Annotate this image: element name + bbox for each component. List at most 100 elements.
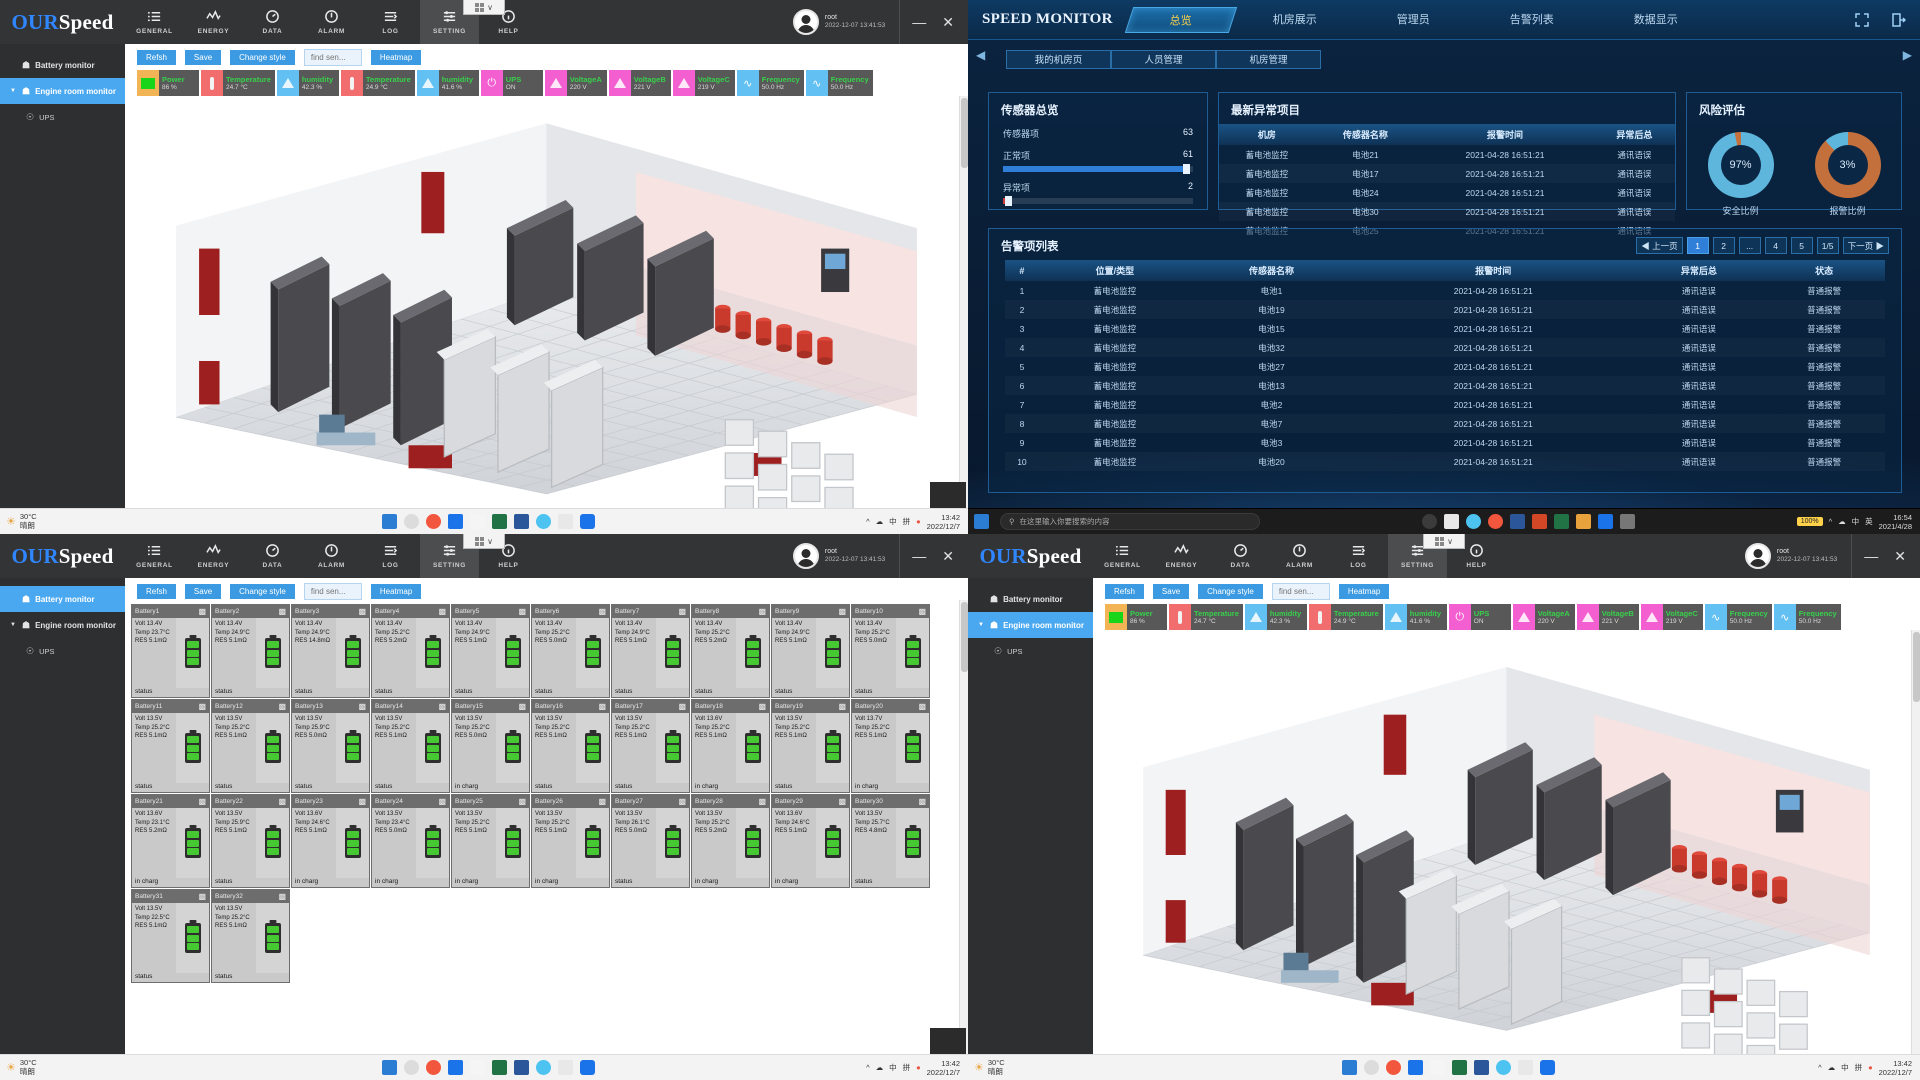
heatmap-button[interactable]: Heatmap bbox=[370, 584, 422, 599]
find-sensor-input[interactable] bbox=[303, 583, 362, 600]
monitor-app-icon[interactable] bbox=[579, 1060, 595, 1075]
battery-card[interactable]: Battery11 ▩ Volt 13.5V Temp 25.2°C RES 5… bbox=[131, 699, 210, 793]
table-row[interactable]: 10 蓄电池监控 电池20 2021-04-28 16:51:21 通讯语误 普通报警 bbox=[1005, 452, 1885, 471]
chevron-up-icon[interactable]: ^ bbox=[1828, 517, 1833, 526]
sensor-chip[interactable]: Temperature 24.9 °C bbox=[340, 70, 415, 96]
nav-item-alarm[interactable]: ALARM bbox=[1270, 534, 1329, 578]
battery-card[interactable]: Battery8 ▩ Volt 13.4V Temp 25.2°C RES 5.… bbox=[691, 604, 770, 698]
sensor-chip[interactable]: Power 86 % bbox=[1105, 604, 1167, 630]
carousel-next-arrow[interactable]: ▶ bbox=[1902, 48, 1912, 62]
search-icon[interactable] bbox=[403, 1060, 419, 1075]
sensor-chip[interactable]: Temperature 24.9 °C bbox=[1308, 604, 1383, 630]
minimize-button[interactable]: — bbox=[912, 14, 927, 30]
sogou-icon[interactable]: ● bbox=[916, 517, 921, 526]
refresh-button[interactable]: Refsh bbox=[137, 50, 176, 65]
battery-card[interactable]: Battery12 ▩ Volt 13.5V Temp 25.2°C RES 5… bbox=[211, 699, 290, 793]
view-dropdown[interactable]: ∨ bbox=[1423, 534, 1465, 549]
nav-item-data[interactable]: DATA bbox=[243, 0, 302, 44]
change-style-button[interactable]: Change style bbox=[230, 584, 295, 599]
pager-next[interactable]: 下一页 ▶ bbox=[1842, 237, 1889, 254]
app-icon[interactable] bbox=[1517, 1060, 1533, 1075]
nav-item-alarm[interactable]: ALARM bbox=[302, 534, 361, 578]
table-row[interactable]: 6 蓄电池监控 电池13 2021-04-28 16:51:21 通讯语误 普通报警 bbox=[1005, 376, 1885, 395]
fullscreen-icon[interactable] bbox=[1854, 12, 1870, 28]
find-sensor-input[interactable] bbox=[303, 49, 362, 66]
battery-card[interactable]: Battery3 ▩ Volt 13.4V Temp 24.9°C RES 14… bbox=[291, 604, 370, 698]
cortana-icon[interactable] bbox=[1421, 514, 1437, 529]
chevron-up-icon[interactable]: ^ bbox=[866, 517, 870, 526]
excel-icon[interactable] bbox=[491, 1060, 507, 1075]
vertical-scrollbar[interactable] bbox=[1911, 630, 1920, 1080]
sidebar-item-engine-room-monitor[interactable]: ▼ ☗ Engine room monitor bbox=[968, 612, 1093, 638]
dashboard-tab[interactable]: 数据显示 bbox=[1633, 13, 1678, 26]
ime-mode[interactable]: 拼 bbox=[902, 517, 911, 526]
start-icon[interactable] bbox=[1341, 1060, 1357, 1075]
table-row[interactable]: 4 蓄电池监控 电池32 2021-04-28 16:51:21 通讯语误 普通报警 bbox=[1005, 338, 1885, 357]
excel-icon[interactable] bbox=[1553, 514, 1569, 529]
word-icon[interactable] bbox=[513, 514, 529, 529]
nav-item-help[interactable]: HELP bbox=[479, 534, 538, 578]
ime-indicator[interactable]: 中 bbox=[1841, 1063, 1849, 1072]
taskbar-clock[interactable]: 13:42 2022/12/7 bbox=[1878, 1058, 1912, 1077]
dashboard-subtab[interactable]: 人员管理 bbox=[1111, 49, 1216, 69]
find-sensor-input[interactable] bbox=[1271, 583, 1330, 600]
battery-card[interactable]: Battery6 ▩ Volt 13.4V Temp 25.2°C RES 5.… bbox=[531, 604, 610, 698]
sidebar-item-ups[interactable]: ☉ UPS bbox=[968, 638, 1093, 664]
excel-icon[interactable] bbox=[491, 514, 507, 529]
nav-item-log[interactable]: LOG bbox=[361, 0, 420, 44]
save-button[interactable]: Save bbox=[184, 584, 222, 599]
sensor-chip[interactable]: VoltageB 221 V bbox=[1576, 604, 1639, 630]
battery-card[interactable]: Battery26 ▩ Volt 13.5V Temp 25.2°C RES 5… bbox=[531, 794, 610, 888]
battery-card[interactable]: Battery4 ▩ Volt 13.4V Temp 25.2°C RES 5.… bbox=[371, 604, 450, 698]
outlook-icon[interactable] bbox=[447, 514, 463, 529]
ime-mode[interactable]: 拼 bbox=[1854, 1063, 1863, 1072]
sensor-chip[interactable]: ⏻ UPS ON bbox=[480, 70, 543, 96]
close-button[interactable]: ✕ bbox=[942, 548, 954, 564]
nav-item-help[interactable]: HELP bbox=[1447, 534, 1506, 578]
save-button[interactable]: Save bbox=[1152, 584, 1190, 599]
battery-card[interactable]: Battery13 ▩ Volt 13.5V Temp 25.9°C RES 5… bbox=[291, 699, 370, 793]
battery-card[interactable]: Battery23 ▩ Volt 13.6V Temp 24.6°C RES 5… bbox=[291, 794, 370, 888]
word-icon[interactable] bbox=[1473, 1060, 1489, 1075]
change-style-button[interactable]: Change style bbox=[230, 50, 295, 65]
pager-page[interactable]: 4 bbox=[1764, 237, 1787, 254]
close-button[interactable]: ✕ bbox=[942, 14, 954, 30]
battery-card[interactable]: Battery7 ▩ Volt 13.4V Temp 24.9°C RES 5.… bbox=[611, 604, 690, 698]
pager-page[interactable]: 5 bbox=[1790, 237, 1813, 254]
refresh-button[interactable]: Refsh bbox=[1105, 584, 1144, 599]
network-icon[interactable]: ☁ bbox=[1827, 1063, 1836, 1072]
word-icon[interactable] bbox=[513, 1060, 529, 1075]
nav-item-log[interactable]: LOG bbox=[1329, 534, 1388, 578]
sidebar-item-engine-room-monitor[interactable]: ▼ ☗ Engine room monitor bbox=[0, 612, 125, 638]
dashboard-tab[interactable]: 机房展示 bbox=[1272, 13, 1317, 26]
sensor-chip[interactable]: humidity 41.6 % bbox=[1384, 604, 1447, 630]
room-3d-stage[interactable]: ◎ ↻ ◎ ☰ 1 bbox=[1093, 630, 1920, 1080]
battery-card[interactable]: Battery22 ▩ Volt 13.5V Temp 25.9°C RES 5… bbox=[211, 794, 290, 888]
sidebar-item-ups[interactable]: ☉ UPS bbox=[0, 104, 125, 130]
table-row[interactable]: 5 蓄电池监控 电池27 2021-04-28 16:51:21 通讯语误 普通报警 bbox=[1005, 357, 1885, 376]
taskbar-clock[interactable]: 13:42 2022/12/7 bbox=[926, 1058, 960, 1077]
nav-item-energy[interactable]: ENERGY bbox=[184, 0, 243, 44]
battery-card[interactable]: Battery9 ▩ Volt 13.4V Temp 24.9°C RES 5.… bbox=[771, 604, 850, 698]
refresh-button[interactable]: Refsh bbox=[137, 584, 176, 599]
weather-widget[interactable]: ☀ 30°C 晴朗 bbox=[0, 512, 110, 530]
edge-icon[interactable] bbox=[1495, 1060, 1511, 1075]
sensor-chip[interactable]: VoltageA 220 V bbox=[1512, 604, 1575, 630]
battery-card[interactable]: Battery17 ▩ Volt 13.5V Temp 25.2°C RES 5… bbox=[611, 699, 690, 793]
nav-item-general[interactable]: GENERAL bbox=[125, 0, 184, 44]
start-icon[interactable] bbox=[381, 514, 397, 529]
battery-card[interactable]: Battery18 ▩ Volt 13.6V Temp 25.2°C RES 5… bbox=[691, 699, 770, 793]
browser-icon[interactable] bbox=[425, 514, 441, 529]
battery-card[interactable]: Battery15 ▩ Volt 13.5V Temp 25.2°C RES 5… bbox=[451, 699, 530, 793]
app-icon[interactable] bbox=[1619, 514, 1635, 529]
sidebar-item-ups[interactable]: ☉ UPS bbox=[0, 638, 125, 664]
carousel-prev-arrow[interactable]: ◀ bbox=[976, 48, 986, 62]
battery-card[interactable]: Battery21 ▩ Volt 13.6V Temp 23.1°C RES 5… bbox=[131, 794, 210, 888]
pager-page[interactable]: ... bbox=[1738, 237, 1761, 254]
network-icon[interactable]: ☁ bbox=[875, 1063, 884, 1072]
battery-card[interactable]: Battery14 ▩ Volt 13.5V Temp 25.2°C RES 5… bbox=[371, 699, 450, 793]
table-row[interactable]: 8 蓄电池监控 电池7 2021-04-28 16:51:21 通讯语误 普通报警 bbox=[1005, 414, 1885, 433]
vertical-scrollbar[interactable] bbox=[959, 96, 968, 534]
sensor-chip[interactable]: VoltageA 220 V bbox=[544, 70, 607, 96]
minimize-button[interactable]: — bbox=[912, 548, 927, 564]
